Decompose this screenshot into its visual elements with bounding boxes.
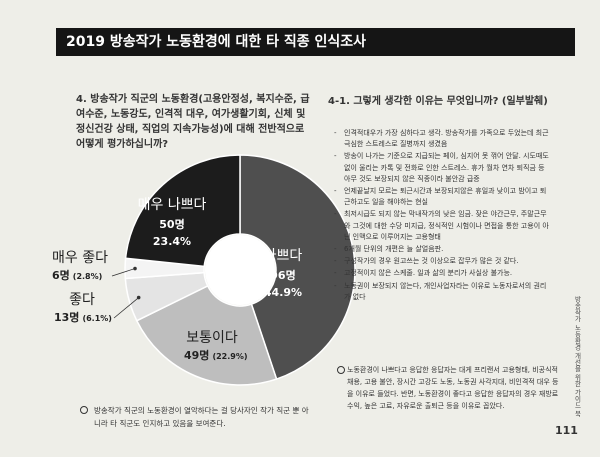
reason-item: 방송이 나가는 기준으로 지급되는 페이, 심지어 못 꺾어 안달. 시도때도 …: [334, 151, 552, 185]
footnote-text: 방송작가 직군의 노동환경이 열악하다는 걸 당사자인 작가 직군 뿐 아니라 …: [94, 406, 309, 428]
slice-label: 매우 좋다: [52, 250, 108, 266]
reason-item: 고정적이지 않은 스케줄. 일과 삶의 분리가 사실상 불가능.: [334, 268, 552, 279]
reason-item: 구성작가의 경우 원고쓰는 것 이상으로 잡무가 많은 것 같다.: [334, 256, 552, 267]
count-value: 13명: [54, 310, 79, 324]
leader-line: [113, 297, 139, 319]
leader-line: [111, 268, 136, 277]
donut-hole: [205, 235, 275, 305]
reason-item: 인격적대우가 가장 심하다고 생각. 방송작가를 가족으로 두었는데 최근 극심…: [334, 128, 552, 150]
slice-label: 보통이다: [186, 330, 238, 346]
icon: [337, 366, 345, 374]
footnote: 방송작가 직군의 노동환경이 열악하다는 걸 당사자인 작가 직군 뿐 아니라 …: [80, 404, 314, 430]
count-label: 96명: [270, 268, 295, 282]
donut-slice: [124, 154, 241, 268]
icon: [80, 406, 88, 414]
reason-item: 6개월 단위의 개편은 늘 살얼음판.: [334, 244, 552, 255]
question: 4. 방송작가 직군의 노동환경(고용안정성, 복지수준, 급여수준, 노동강도…: [76, 94, 310, 150]
slice-label: 매우 나쁘다: [138, 197, 207, 213]
page-number: 111: [555, 424, 578, 437]
side-text: 방송작가 노동환경 개선을 위한 가이드 북: [573, 296, 581, 417]
percent-value: (22.9%): [212, 352, 247, 361]
percent-label: 23.4%: [153, 235, 191, 248]
leader-dot: [133, 266, 137, 271]
donut-slice: [239, 154, 356, 380]
count-label: 6명 (2.8%): [52, 268, 102, 282]
count-value: 6명: [52, 268, 70, 282]
leader-dot: [136, 295, 141, 300]
reasons-title: 4-1. 그렇게 생각한 이유는 무엇입니까? (일부발췌): [328, 96, 548, 107]
reason-item: 언제끝날지 모르는 퇴근시간과 보장되지않은 휴일과 낮이고 밤이고 퇴근하고도…: [334, 186, 552, 208]
count-value: 49명: [184, 348, 209, 362]
slice-label: 나쁘다: [264, 248, 303, 264]
reason-item: 노동권이 보장되지 않는다, 개인사업자라는 이유로 노동자로서의 권리가 없다: [334, 281, 552, 303]
count-label: 50명: [159, 217, 184, 231]
reasons-list: 인격적대우가 가장 심하다고 생각. 방송작가를 가족으로 두었는데 최근 극심…: [334, 128, 552, 304]
note-text: 노동환경이 나쁘다고 응답한 응답자는 대게 프리랜서 고용형태, 비공식적 채…: [347, 366, 559, 410]
percent-value: (6.1%): [82, 314, 112, 323]
reason-item: 최저시급도 되지 않는 막내작가의 낮은 임금. 잦은 야간근무, 주말근무와 …: [334, 209, 552, 243]
note: 노동환경이 나쁘다고 응답한 응답자는 대게 프리랜서 고용형태, 비공식적 채…: [337, 364, 562, 412]
slice-label: 좋다: [69, 292, 95, 308]
header-title: 2019 방송작가 노동환경에 대한 타 직종 인식조사: [56, 28, 575, 56]
percent-value: (2.8%): [73, 272, 103, 281]
donut-slice: [135, 284, 278, 386]
percent-label: 44.9%: [264, 286, 302, 299]
count-label: 13명 (6.1%): [54, 310, 112, 324]
count-label: 49명 (22.9%): [184, 348, 248, 362]
